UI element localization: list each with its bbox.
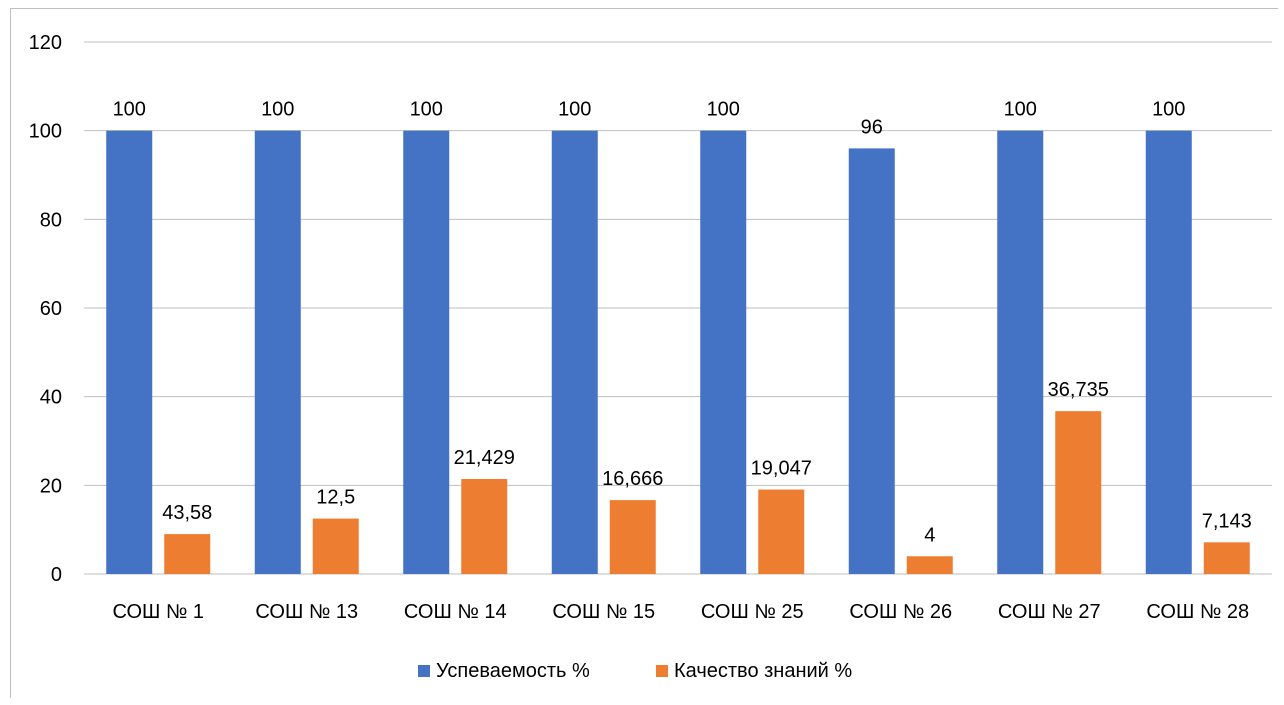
legend-label: Успеваемость % (436, 660, 590, 682)
bar-kachestvo (312, 518, 359, 574)
y-tick-label: 100 (29, 121, 62, 143)
x-tick-label: СОШ № 13 (255, 601, 358, 623)
bar-kachestvo (461, 478, 508, 574)
x-tick-label: СОШ № 27 (998, 601, 1101, 623)
bar-uspevaemost (997, 130, 1044, 574)
bar-kachestvo (609, 500, 656, 574)
data-label: 100 (261, 99, 294, 121)
bar-uspevaemost (551, 130, 598, 574)
data-label: 7,143 (1202, 510, 1252, 532)
y-tick-label: 120 (29, 32, 62, 54)
bar-kachestvo (164, 534, 211, 574)
data-label: 16,666 (602, 468, 663, 490)
data-label: 100 (558, 99, 591, 121)
legend-swatch (418, 665, 430, 677)
data-label: 12,5 (316, 487, 355, 509)
x-tick-label: СОШ № 14 (404, 601, 507, 623)
x-tick-label: СОШ № 25 (701, 601, 804, 623)
bar-uspevaemost (848, 148, 895, 574)
data-label: 100 (1152, 99, 1185, 121)
legend-label: Качество знаний % (674, 660, 852, 682)
bar-kachestvo (1203, 542, 1250, 574)
y-tick-label: 0 (51, 564, 62, 586)
bar-kachestvo (758, 489, 805, 574)
data-label: 100 (113, 99, 146, 121)
bar-kachestvo (1055, 411, 1102, 574)
chart-frame (10, 8, 1278, 698)
x-tick-label: СОШ № 1 (112, 601, 204, 623)
bar-uspevaemost (700, 130, 747, 574)
data-label: 43,58 (162, 502, 212, 524)
bar-uspevaemost (1145, 130, 1192, 574)
data-label: 4 (924, 524, 935, 546)
data-label: 19,047 (751, 458, 812, 480)
data-label: 100 (707, 99, 740, 121)
x-tick-label: СОШ № 15 (552, 601, 655, 623)
data-label: 21,429 (454, 447, 515, 469)
legend-swatch (656, 665, 668, 677)
y-tick-label: 60 (40, 298, 62, 320)
bar-uspevaemost (403, 130, 450, 574)
bar-kachestvo (906, 556, 953, 574)
data-label: 100 (410, 99, 443, 121)
y-tick-label: 40 (40, 387, 62, 409)
data-label: 96 (861, 116, 883, 138)
y-tick-label: 20 (40, 475, 62, 497)
bar-uspevaemost (254, 130, 301, 574)
data-label: 36,735 (1048, 379, 1109, 401)
x-tick-label: СОШ № 26 (849, 601, 952, 623)
data-label: 100 (1004, 99, 1037, 121)
bar-uspevaemost (106, 130, 153, 574)
x-tick-label: СОШ № 28 (1146, 601, 1249, 623)
y-tick-label: 80 (40, 209, 62, 231)
